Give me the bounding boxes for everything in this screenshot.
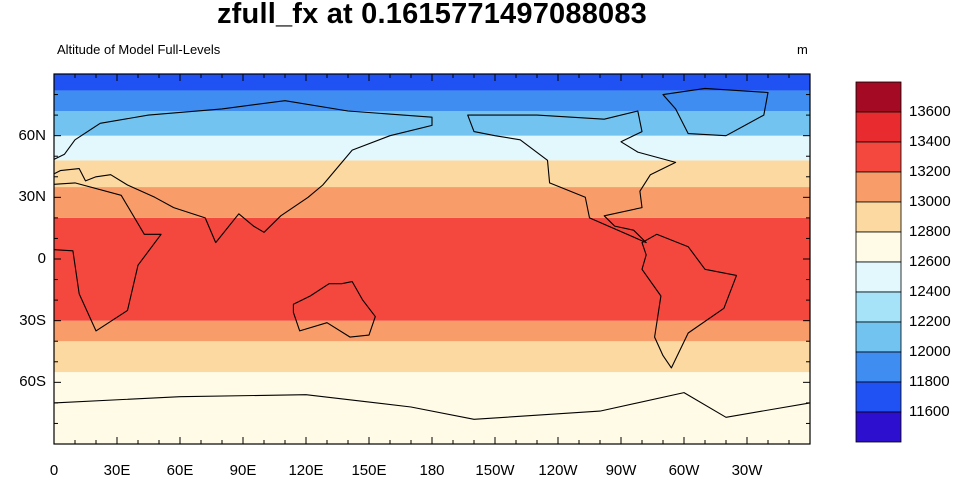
coastline-6 (54, 392, 810, 420)
colorbar-box (855, 231, 902, 263)
colorbar-label: 13000 (909, 193, 951, 210)
field-band-6 (54, 160, 810, 188)
colorbar (855, 81, 902, 443)
field-band-3 (54, 320, 810, 342)
colorbar-box (855, 351, 902, 383)
colorbar-label: 12600 (909, 253, 951, 270)
colorbar-box (855, 411, 902, 443)
axis-ticks (53, 74, 811, 444)
x-tick-label: 150E (351, 462, 387, 479)
x-tick-label: 30W (731, 462, 763, 479)
x-tick-label: 60W (668, 462, 700, 479)
coastline-0 (54, 182, 162, 332)
colorbar-box (855, 81, 902, 113)
colorbar-box (855, 321, 902, 353)
colorbar-box (855, 141, 902, 173)
x-tick-label: 30E (103, 462, 131, 479)
y-tick-label: 60N (18, 126, 46, 144)
x-tick-label: 120E (288, 462, 324, 479)
colorbar-box (855, 381, 902, 413)
colorbar-label: 13200 (909, 163, 951, 180)
field-band-9 (54, 90, 810, 111)
x-tick-label: 90E (229, 462, 257, 479)
coastlines (54, 87, 810, 420)
colorbar-box (855, 111, 902, 143)
colorbar-label: 12400 (909, 283, 951, 300)
coastline-5 (662, 87, 769, 137)
field-band-5 (54, 187, 810, 218)
x-tick-label: 90W (605, 462, 637, 479)
units-label: m (797, 42, 808, 57)
field-layer (54, 74, 810, 444)
colorbar-label: 11800 (909, 373, 950, 390)
y-tick-label: 30N (18, 188, 46, 206)
coastline-2 (292, 281, 376, 338)
colorbar-box (855, 261, 902, 293)
colorbar-label: 12000 (909, 343, 951, 360)
x-tick-label: 120W (538, 462, 578, 479)
colorbar-box (855, 291, 902, 323)
colorbar-box (855, 171, 902, 203)
colorbar-label: 13400 (909, 133, 951, 150)
y-tick-label: 0 (37, 250, 46, 267)
field-band-1 (54, 372, 810, 414)
coastline-4 (641, 233, 738, 369)
colorbar-box (855, 201, 902, 233)
field-band-2 (54, 341, 810, 373)
field-band-7 (54, 135, 810, 161)
colorbar-label: 11600 (909, 403, 950, 420)
coastline-1 (54, 100, 433, 244)
colorbar-label: 12200 (909, 313, 951, 330)
field-band-4 (54, 217, 810, 321)
y-tick-label: 60S (19, 373, 46, 391)
x-tick-label: 60E (166, 462, 194, 479)
x-tick-label: 150W (475, 462, 515, 479)
chart-title: zfull_fx at 0.1615771497088083 (216, 0, 648, 30)
variable-label: Altitude of Model Full-Levels (57, 42, 221, 57)
colorbar-label: 12800 (909, 223, 951, 240)
x-tick-label: 0 (49, 462, 59, 479)
colorbar-label: 13600 (909, 103, 951, 120)
y-tick-label: 30S (19, 311, 46, 329)
x-tick-label: 180 (419, 462, 445, 479)
coastline-3 (467, 110, 677, 244)
